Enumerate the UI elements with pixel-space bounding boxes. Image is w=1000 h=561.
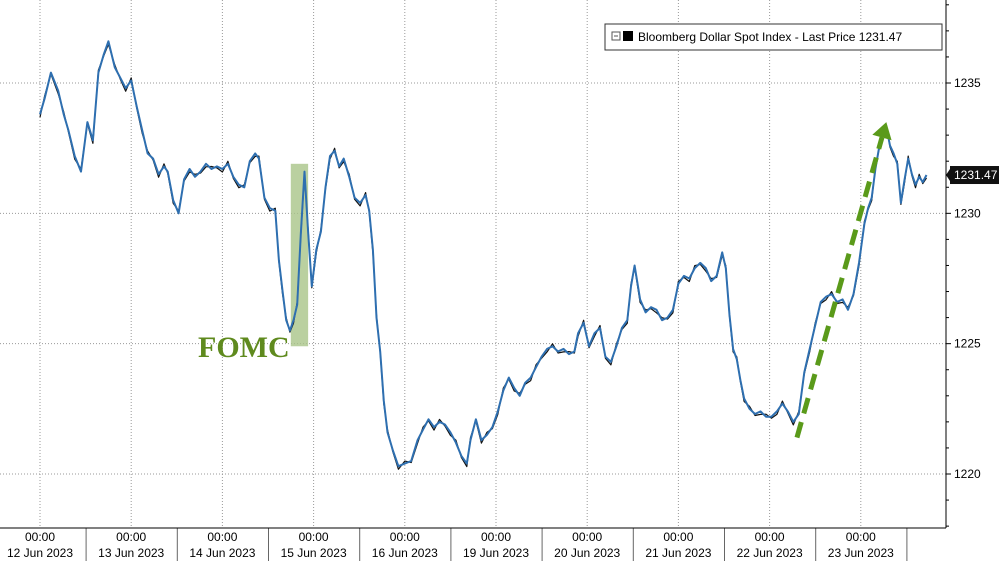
x-tick-date-label: 20 Jun 2023 — [554, 546, 620, 560]
y-tick-label: 1230 — [954, 206, 981, 220]
x-tick-time-label: 00:00 — [390, 530, 420, 544]
x-tick-time-label: 00:00 — [755, 530, 785, 544]
last-price-label: 1231.47 — [954, 168, 998, 182]
last-price-box — [950, 166, 999, 185]
x-tick-time-label: 00:00 — [481, 530, 511, 544]
x-tick-time-label: 00:00 — [116, 530, 146, 544]
y-tick-label: 1235 — [954, 76, 981, 90]
x-tick-date-label: 21 Jun 2023 — [645, 546, 711, 560]
x-tick-date-label: 13 Jun 2023 — [98, 546, 164, 560]
legend: Bloomberg Dollar Spot Index - Last Price… — [604, 23, 943, 51]
y-tick-label: 1225 — [954, 337, 981, 351]
last-price-tag: 1231.47 — [950, 166, 999, 185]
grid-layer — [0, 0, 946, 528]
x-tick-date-label: 19 Jun 2023 — [463, 546, 529, 560]
y-tick-label: 1220 — [954, 467, 981, 481]
x-tick-time-label: 00:00 — [663, 530, 693, 544]
legend-frame — [604, 23, 943, 51]
x-tick-time-label: 00:00 — [846, 530, 876, 544]
x-tick-date-label: 15 Jun 2023 — [281, 546, 347, 560]
x-tick-date-label: 23 Jun 2023 — [828, 546, 894, 560]
x-tick-time-label: 00:00 — [299, 530, 329, 544]
series-layer — [39, 40, 928, 470]
x-tick-date-label: 14 Jun 2023 — [189, 546, 255, 560]
black-square-icon — [623, 31, 633, 41]
x-tick-date-label: 16 Jun 2023 — [372, 546, 438, 560]
legend-label: Bloomberg Dollar Spot Index - Last Price… — [638, 30, 902, 44]
trend-arrow-head — [872, 122, 892, 141]
x-tick-time-label: 00:00 — [207, 530, 237, 544]
x-tick-date-label: 12 Jun 2023 — [7, 546, 73, 560]
x-tick-date-label: 22 Jun 2023 — [737, 546, 803, 560]
series-line-main — [39, 40, 928, 468]
x-tick-time-label: 00:00 — [572, 530, 602, 544]
fomc-annotation-label: FOMC — [198, 331, 290, 364]
last-price-pointer — [946, 169, 950, 182]
x-tick-time-label: 00:00 — [25, 530, 55, 544]
trend-arrow-shaft — [794, 136, 885, 439]
series-line-range — [39, 43, 928, 470]
annotation-layer — [794, 122, 892, 439]
